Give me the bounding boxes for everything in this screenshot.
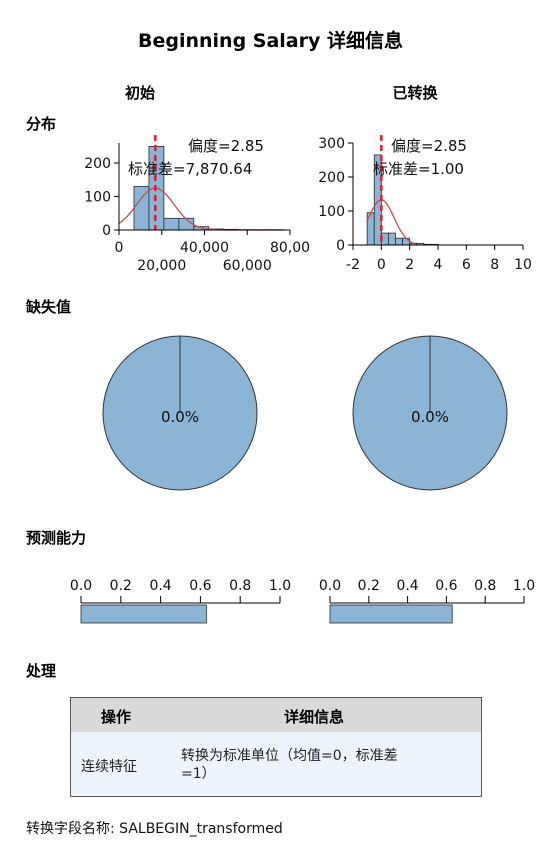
x-tick-label: 40,000 bbox=[180, 240, 229, 256]
x-tick-label: -2 bbox=[346, 257, 360, 273]
x-tick-label: 0 bbox=[115, 240, 124, 256]
section-missing: 缺失值 bbox=[26, 298, 72, 316]
y-tick-label: 200 bbox=[84, 156, 111, 172]
section-distribution: 分布 bbox=[26, 115, 57, 133]
y-tick-label: 100 bbox=[318, 204, 345, 220]
skewness-label: 偏度=2.85 bbox=[391, 137, 467, 155]
y-tick-label: 0 bbox=[336, 238, 345, 254]
cell-action: 连续特征 bbox=[81, 759, 137, 775]
column-title-transformed: 已转换 bbox=[392, 84, 438, 102]
stddev-label: 标准差=1.00 bbox=[373, 160, 464, 178]
cell-details-line1: 转换为标准单位（均值=0，标准差 bbox=[181, 748, 398, 764]
normal-curve bbox=[366, 199, 415, 245]
column-title-original: 初始 bbox=[124, 84, 155, 102]
power-tick-label: 0.4 bbox=[149, 578, 171, 594]
power-tick-label: 0.8 bbox=[229, 578, 251, 594]
x-tick-label: 8 bbox=[490, 257, 499, 273]
x-tick-label: 2 bbox=[405, 257, 414, 273]
header-details: 详细信息 bbox=[284, 708, 345, 726]
power-tick-label: 1.0 bbox=[513, 578, 535, 594]
table-header: 操作 详细信息 bbox=[71, 698, 481, 733]
x-tick-label: 10 bbox=[514, 257, 532, 273]
histogram-bar bbox=[163, 217, 180, 231]
power-tick-label: 0.6 bbox=[435, 578, 457, 594]
power-tick-label: 0.0 bbox=[70, 578, 92, 594]
processing-table: 操作 详细信息 连续特征 转换为标准单位（均值=0，标准差 =1） bbox=[70, 697, 482, 797]
x-tick-label: 4 bbox=[434, 257, 443, 273]
power-tick-label: 0.0 bbox=[319, 578, 341, 594]
histogram-bar bbox=[388, 232, 396, 246]
section-processing: 处理 bbox=[26, 662, 57, 680]
predictive-power-transformed: 0.0 0.2 0.4 0.6 0.8 1.0 bbox=[319, 578, 535, 624]
y-tick-label: 100 bbox=[84, 190, 111, 206]
power-tick-label: 0.6 bbox=[189, 578, 211, 594]
pie-missing-transformed: 0.0% bbox=[352, 335, 508, 491]
pie-missing-original: 0.0% bbox=[102, 335, 258, 491]
predictive-power-original: 0.0 0.2 0.4 0.6 0.8 1.0 bbox=[70, 578, 291, 624]
skewness-label: 偏度=2.85 bbox=[188, 137, 264, 155]
power-tick-label: 0.2 bbox=[358, 578, 380, 594]
cell-details-line2: =1） bbox=[181, 766, 216, 782]
transformed-field-name: 转换字段名称: SALBEGIN_transformed bbox=[26, 821, 283, 837]
x-tick-label: 80,00 bbox=[270, 240, 310, 256]
histogram-bar bbox=[402, 237, 411, 246]
page-title: Beginning Salary 详细信息 bbox=[138, 30, 403, 52]
section-predictive: 预测能力 bbox=[26, 529, 87, 547]
stddev-label: 标准差=7,870.64 bbox=[128, 160, 252, 178]
pie-label: 0.0% bbox=[161, 408, 199, 426]
power-tick-label: 1.0 bbox=[269, 578, 291, 594]
x-tick-label: 6 bbox=[462, 257, 471, 273]
header-action: 操作 bbox=[101, 708, 132, 726]
power-bar bbox=[329, 604, 453, 624]
table-row: 连续特征 转换为标准单位（均值=0，标准差 =1） bbox=[71, 732, 481, 796]
y-tick-label: 0 bbox=[102, 223, 111, 239]
power-bar bbox=[80, 604, 207, 624]
x-tick-label: 60,000 bbox=[223, 258, 272, 274]
x-tick-label: 0 bbox=[377, 257, 386, 273]
histogram-bar bbox=[395, 237, 403, 246]
power-tick-label: 0.4 bbox=[396, 578, 418, 594]
y-tick-label: 300 bbox=[318, 136, 345, 152]
y-tick-label: 200 bbox=[318, 170, 345, 186]
x-tick-label: 20,000 bbox=[137, 258, 186, 274]
power-tick-label: 0.2 bbox=[110, 578, 132, 594]
pie-label: 0.0% bbox=[411, 408, 449, 426]
power-tick-label: 0.8 bbox=[474, 578, 496, 594]
